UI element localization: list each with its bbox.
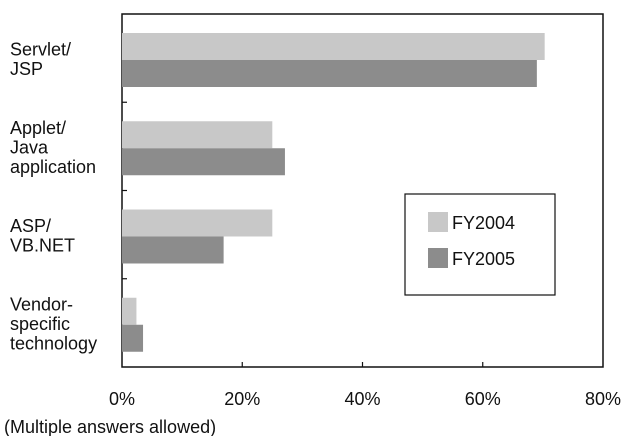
bar-fy2004-2 [122, 209, 273, 237]
x-tick-label-1: 20% [224, 389, 260, 409]
category-label-2-line-1: VB.NET [10, 236, 75, 256]
x-tick-label-2: 40% [344, 389, 380, 409]
legend-swatch-fy2005 [428, 248, 448, 268]
legend-label-fy2005: FY2005 [452, 249, 515, 269]
x-tick-label-4: 80% [585, 389, 621, 409]
ticks-layer: 0% 20% 40% 60% 80% [109, 101, 621, 409]
category-label-0-line-1: JSP [10, 59, 43, 79]
x-tick-label-3: 60% [465, 389, 501, 409]
legend-swatch-fy2004 [428, 212, 448, 232]
bar-fy2004-3 [122, 297, 137, 325]
category-label-2-line-0: ASP/ [10, 216, 51, 236]
legend: FY2004 FY2005 [404, 193, 556, 296]
bar-fy2005-3 [122, 324, 144, 352]
category-label-3-line-0: Vendor- [10, 295, 73, 315]
bar-fy2004-1 [122, 121, 273, 149]
bar-fy2004-0 [122, 33, 545, 60]
bars-layer [122, 33, 545, 352]
category-label-0-line-0: Servlet/ [10, 40, 71, 60]
category-label-1-line-0: Applet/ [10, 118, 66, 138]
legend-box [404, 193, 556, 296]
category-label-3-line-1: specific [10, 314, 70, 334]
category-label-1-line-1: Java [10, 138, 49, 158]
bar-fy2005-2 [122, 236, 224, 264]
bar-fy2005-1 [122, 148, 285, 176]
bar-fy2005-0 [122, 60, 537, 87]
footnote: (Multiple answers allowed) [4, 417, 216, 436]
category-label-3-line-2: technology [10, 334, 97, 354]
legend-label-fy2004: FY2004 [452, 213, 515, 233]
category-label-1-line-2: application [10, 157, 96, 177]
x-tick-label-0: 0% [109, 389, 135, 409]
